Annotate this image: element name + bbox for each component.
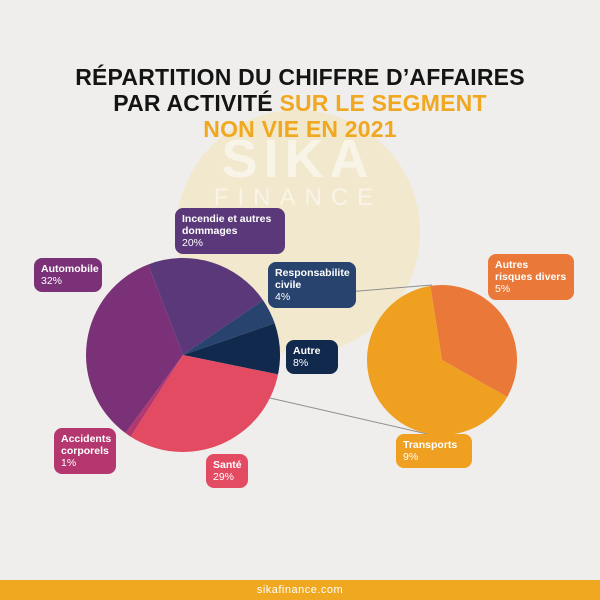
label-transports-name: Transports (403, 439, 458, 451)
connector-line-bottom (269, 397, 437, 437)
label-autre: Autre 8% (286, 340, 338, 374)
label-sante-value: 29% (213, 471, 235, 483)
footer-website: sikafinance.com (256, 584, 344, 596)
detail-pie (366, 284, 517, 435)
label-accidents-name: Accidents corporels (61, 433, 112, 457)
title-line-3-accent: NON VIE EN 2021 (203, 116, 397, 142)
label-accidents: Accidents corporels 1% (54, 428, 116, 474)
label-transports-value: 9% (403, 451, 419, 463)
title-line-1: RÉPARTITION DU CHIFFRE D’AFFAIRES (75, 64, 525, 90)
chart-title: RÉPARTITION DU CHIFFRE D’AFFAIRES PAR AC… (0, 64, 600, 142)
label-autres-risques-name: Autres risques divers (495, 259, 567, 283)
title-line-2: PAR ACTIVITÉ SUR LE SEGMENT (0, 90, 600, 116)
label-automobile: Automobile 32% (34, 258, 102, 292)
label-transports: Transports 9% (396, 434, 472, 468)
label-responsabilite-name: Responsabilite civile (275, 267, 350, 291)
label-automobile-name: Automobile (41, 263, 99, 275)
label-autre-name: Autre (293, 345, 321, 357)
label-autres-risques: Autres risques divers 5% (488, 254, 574, 300)
main-pie-slice-autre (183, 323, 280, 375)
label-automobile-value: 32% (41, 275, 63, 287)
main-pie (85, 257, 280, 452)
watermark-logo-text: SIKA (221, 129, 375, 189)
label-sante: Santé 29% (206, 454, 248, 488)
label-sante-name: Santé (213, 459, 242, 471)
main-pie-slice-automobile (85, 264, 183, 434)
label-incendie: Incendie et autres dommages 20% (175, 208, 285, 254)
watermark-logo-subtext: FINANCE (213, 184, 383, 211)
main-pie-slice-sant- (130, 355, 279, 452)
label-incendie-value: 20% (182, 237, 204, 249)
label-incendie-name: Incendie et autres dommages (182, 213, 272, 237)
label-responsabilite: Responsabilite civile 4% (268, 262, 356, 308)
main-pie-slice-incendie-et-autres-dommages (148, 257, 264, 355)
title-line-2-dark: PAR ACTIVITÉ (113, 90, 273, 116)
title-line-2-accent: SUR LE SEGMENT (279, 90, 487, 116)
label-autres-risques-value: 5% (495, 283, 511, 295)
footer-bar: sikafinance.com (0, 580, 600, 600)
detail-pie-slice-transports (366, 285, 508, 435)
label-accidents-value: 1% (61, 457, 77, 469)
main-pie-slice-accidents-corporels (125, 355, 183, 437)
label-responsabilite-value: 4% (275, 291, 291, 303)
main-pie-slice-responsabilite-civile (183, 300, 275, 355)
detail-pie-slice-autres-risques-divers (430, 284, 517, 398)
label-autre-value: 8% (293, 357, 309, 369)
